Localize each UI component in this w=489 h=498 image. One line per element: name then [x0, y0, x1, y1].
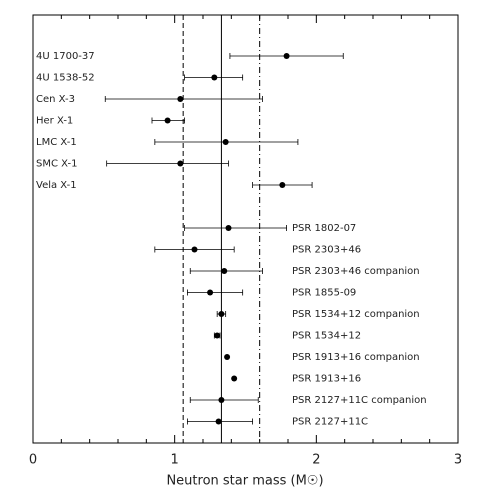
category-label: PSR 1913+16	[292, 374, 361, 385]
category-label: 4U 1538-52	[36, 73, 95, 84]
category-label: Cen X-3	[36, 94, 75, 105]
data-point	[214, 332, 221, 339]
data-point	[211, 74, 218, 81]
category-label: 4U 1700-37	[36, 51, 95, 62]
plot-frame	[32, 14, 459, 444]
data-point	[231, 375, 238, 382]
data-point	[224, 354, 231, 360]
data-point	[207, 289, 214, 296]
x-tick-label: 0	[29, 453, 37, 468]
category-label: PSR 1534+12	[292, 331, 361, 342]
category-label: Her X-1	[36, 116, 73, 127]
data-point	[218, 397, 225, 403]
data-point	[283, 53, 290, 59]
category-label: PSR 1913+16 companion	[292, 352, 420, 363]
category-label: Vela X-1	[36, 180, 77, 191]
category-label: PSR 2127+11C companion	[292, 395, 427, 406]
data-point	[215, 418, 222, 425]
data-point	[222, 139, 229, 145]
data-point	[221, 268, 228, 274]
category-label: SMC X-1	[36, 159, 77, 170]
x-tick-label: 2	[312, 453, 320, 468]
category-label: PSR 1802-07	[292, 223, 356, 234]
x-axis-label: Neutron star mass (M☉)	[166, 474, 323, 489]
category-label: LMC X-1	[36, 137, 77, 148]
category-label: PSR 2303+46	[292, 245, 361, 256]
category-label: PSR 1534+12 companion	[292, 309, 420, 320]
data-point	[279, 182, 286, 188]
data-point	[225, 225, 232, 231]
data-point	[218, 311, 225, 317]
data-point	[177, 96, 184, 102]
data-point	[164, 117, 171, 124]
x-tick-label: 1	[171, 453, 179, 468]
data-point	[191, 246, 198, 253]
category-label: PSR 2127+11C	[292, 417, 368, 428]
category-label: PSR 2303+46 companion	[292, 266, 420, 277]
category-label: PSR 1855-09	[292, 288, 356, 299]
data-point	[177, 160, 184, 167]
x-tick-label: 3	[454, 453, 462, 468]
